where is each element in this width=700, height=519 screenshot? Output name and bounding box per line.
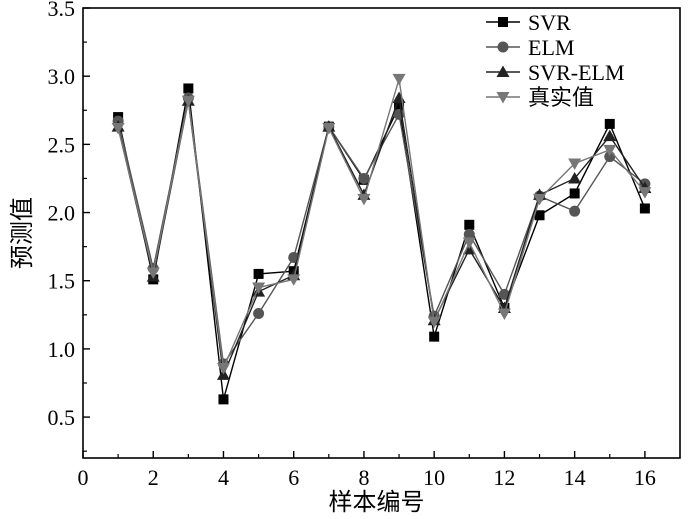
data-point [497,308,511,320]
y-tick-label: 1.5 [48,269,76,294]
data-point [394,101,405,112]
data-point [357,193,371,206]
x-tick-label: 4 [218,465,229,490]
y-tick-label: 1.0 [48,337,76,362]
data-point [253,268,264,279]
data-point [568,158,582,170]
series-layer [111,73,652,405]
data-point [146,267,160,280]
plot-frame [82,7,681,459]
x-tick-label: 14 [564,465,586,490]
data-point [638,187,652,199]
y-tick-label: 2.0 [48,201,76,226]
x-tick-label: 0 [78,465,89,490]
data-point [568,171,582,184]
legend-marker [497,41,509,53]
axis-ticks [82,7,646,458]
y-axis-title: 预测值 [8,197,36,269]
x-tick-label: 2 [148,465,159,490]
series-0 [113,83,650,405]
series-line [117,78,646,371]
data-point [603,129,617,142]
legend-label: SVR [528,10,571,35]
data-point [252,282,266,295]
data-point [111,123,125,135]
x-tick-label: 8 [358,465,369,490]
x-axis-title: 样本编号 [329,488,425,516]
data-point [358,172,370,184]
data-point [429,331,440,342]
x-tick-label: 6 [288,465,299,490]
x-tick-label: 10 [423,465,445,490]
y-tick-label: 3.0 [48,64,76,89]
legend-label: 真实值 [528,85,594,110]
axis-tick-labels: 0 2 4 6 8 10 12 14 16 0.5 1.0 1.5 2.0 2.5 3.0 3.5 [48,0,656,490]
plot-border [82,7,681,459]
legend-marker [498,17,508,27]
data-point [181,95,195,108]
y-tick-label: 2.5 [48,132,76,157]
data-point [392,73,406,86]
data-point [534,210,545,221]
x-tick-label: 16 [634,465,656,490]
data-point [216,363,230,375]
data-point [533,193,547,206]
data-point [183,83,194,94]
data-point [604,118,615,129]
legend-label: SVR-ELM [528,60,625,85]
data-point [569,205,581,217]
data-point [322,123,336,135]
legend-marker [496,92,510,104]
legend-marker [496,65,510,77]
data-point [427,316,441,329]
data-point [253,307,265,319]
y-tick-label: 0.5 [48,405,76,430]
data-point [462,237,476,250]
data-point [288,252,300,264]
data-point [463,228,475,240]
data-point [569,188,580,199]
series-line [117,88,646,400]
data-point [603,144,617,157]
legend-label: ELM [528,35,574,60]
data-point [287,274,301,286]
y-tick-label: 3.5 [48,0,76,21]
data-point [464,219,475,230]
series-3 [111,73,652,375]
data-point [639,203,650,214]
data-point [218,394,229,405]
x-tick-label: 12 [493,465,515,490]
